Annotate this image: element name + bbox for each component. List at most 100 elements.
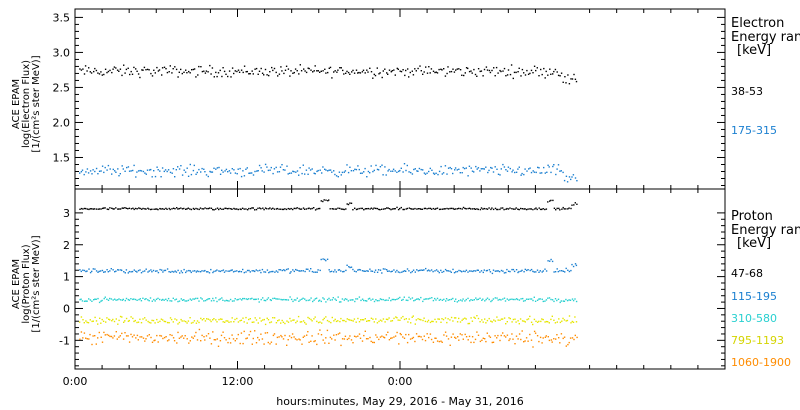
data-point-175-315 (317, 169, 319, 172)
data-point-310-580 (368, 297, 371, 300)
data-point-175-315 (449, 166, 451, 169)
data-point-310-580 (399, 296, 401, 299)
data-point-310-580 (477, 298, 480, 300)
data-point-38-53 (559, 75, 561, 77)
data-point-115-195 (509, 270, 511, 273)
data-point-38-53 (428, 66, 430, 68)
data-point-38-53 (465, 67, 468, 69)
data-point-310-580 (388, 297, 390, 299)
data-point-38-53 (482, 75, 484, 77)
data-point-47-68 (292, 208, 294, 211)
data-point-795-1193 (529, 315, 531, 318)
data-point-310-580 (465, 298, 467, 301)
data-point-115-195 (196, 270, 198, 272)
data-point-175-315 (560, 170, 562, 172)
y-tick-label: 2.0 (53, 116, 71, 129)
data-point-47-68 (536, 208, 538, 211)
data-point-175-315 (97, 173, 99, 175)
data-point-47-68 (441, 208, 444, 210)
data-point-795-1193 (260, 320, 262, 322)
data-point-175-315 (175, 169, 177, 171)
data-point-47-68 (453, 208, 455, 210)
data-point-175-315 (322, 166, 324, 168)
data-point-795-1193 (328, 320, 330, 323)
data-point-38-53 (79, 68, 81, 70)
data-point-310-580 (239, 298, 241, 300)
data-point-115-195 (115, 270, 117, 272)
data-point-175-315 (387, 170, 389, 172)
data-point-38-53 (189, 72, 191, 74)
data-point-1060-1900 (457, 336, 459, 338)
data-point-47-68 (275, 208, 278, 210)
data-point-115-195 (497, 270, 499, 272)
data-point-175-315 (556, 168, 558, 170)
data-point-1060-1900 (399, 332, 401, 335)
data-point-1060-1900 (280, 334, 282, 337)
data-point-795-1193 (337, 320, 339, 322)
data-point-47-68 (552, 199, 554, 202)
data-point-47-68 (189, 208, 191, 210)
data-point-47-68 (414, 207, 416, 210)
data-point-47-68 (452, 207, 454, 210)
data-point-47-68 (358, 207, 360, 210)
data-point-175-315 (234, 172, 237, 174)
data-point-38-53 (121, 74, 123, 77)
data-point-1060-1900 (184, 335, 186, 337)
data-point-795-1193 (308, 317, 311, 320)
data-point-795-1193 (490, 320, 492, 322)
data-point-1060-1900 (228, 337, 231, 340)
data-point-115-195 (109, 270, 111, 272)
data-point-115-195 (517, 271, 519, 274)
data-point-38-53 (436, 72, 439, 74)
data-point-795-1193 (458, 317, 460, 320)
data-point-47-68 (517, 208, 519, 210)
data-point-175-315 (248, 172, 250, 174)
data-point-47-68 (488, 207, 490, 209)
data-point-795-1193 (476, 315, 478, 317)
data-point-795-1193 (355, 321, 357, 323)
data-point-1060-1900 (506, 334, 509, 336)
data-point-1060-1900 (166, 340, 169, 342)
data-point-115-195 (452, 268, 454, 271)
data-point-38-53 (388, 69, 391, 71)
data-point-175-315 (198, 168, 200, 171)
data-point-795-1193 (508, 317, 510, 319)
data-point-115-195 (293, 270, 295, 273)
data-point-47-68 (178, 207, 180, 210)
data-point-795-1193 (503, 317, 506, 319)
data-point-1060-1900 (79, 338, 81, 340)
data-point-310-580 (520, 298, 522, 300)
data-point-38-53 (287, 68, 290, 70)
data-point-1060-1900 (191, 336, 193, 338)
data-point-115-195 (140, 272, 143, 274)
data-point-47-68 (153, 208, 155, 210)
data-point-310-580 (233, 300, 235, 302)
data-point-47-68 (83, 207, 86, 210)
data-point-38-53 (283, 72, 285, 75)
data-point-1060-1900 (139, 336, 141, 338)
data-point-38-53 (300, 70, 303, 72)
data-point-1060-1900 (159, 334, 161, 337)
data-point-47-68 (393, 208, 395, 210)
data-point-310-580 (273, 297, 276, 299)
data-point-47-68 (509, 207, 511, 209)
data-point-47-68 (317, 207, 320, 210)
data-point-115-195 (488, 269, 491, 271)
data-point-175-315 (111, 173, 113, 175)
data-point-175-315 (160, 176, 162, 178)
data-point-310-580 (167, 297, 170, 300)
data-point-310-580 (231, 300, 234, 302)
data-point-1060-1900 (530, 339, 533, 341)
data-point-175-315 (121, 165, 123, 167)
data-point-1060-1900 (420, 336, 422, 338)
data-point-38-53 (530, 69, 533, 72)
data-point-38-53 (337, 69, 339, 71)
data-point-175-315 (394, 170, 396, 172)
data-point-1060-1900 (207, 333, 210, 335)
data-point-795-1193 (373, 321, 375, 323)
data-point-1060-1900 (104, 334, 106, 336)
data-point-115-195 (174, 270, 176, 272)
data-point-47-68 (218, 208, 220, 211)
data-point-795-1193 (437, 318, 439, 320)
data-point-115-195 (260, 271, 262, 274)
